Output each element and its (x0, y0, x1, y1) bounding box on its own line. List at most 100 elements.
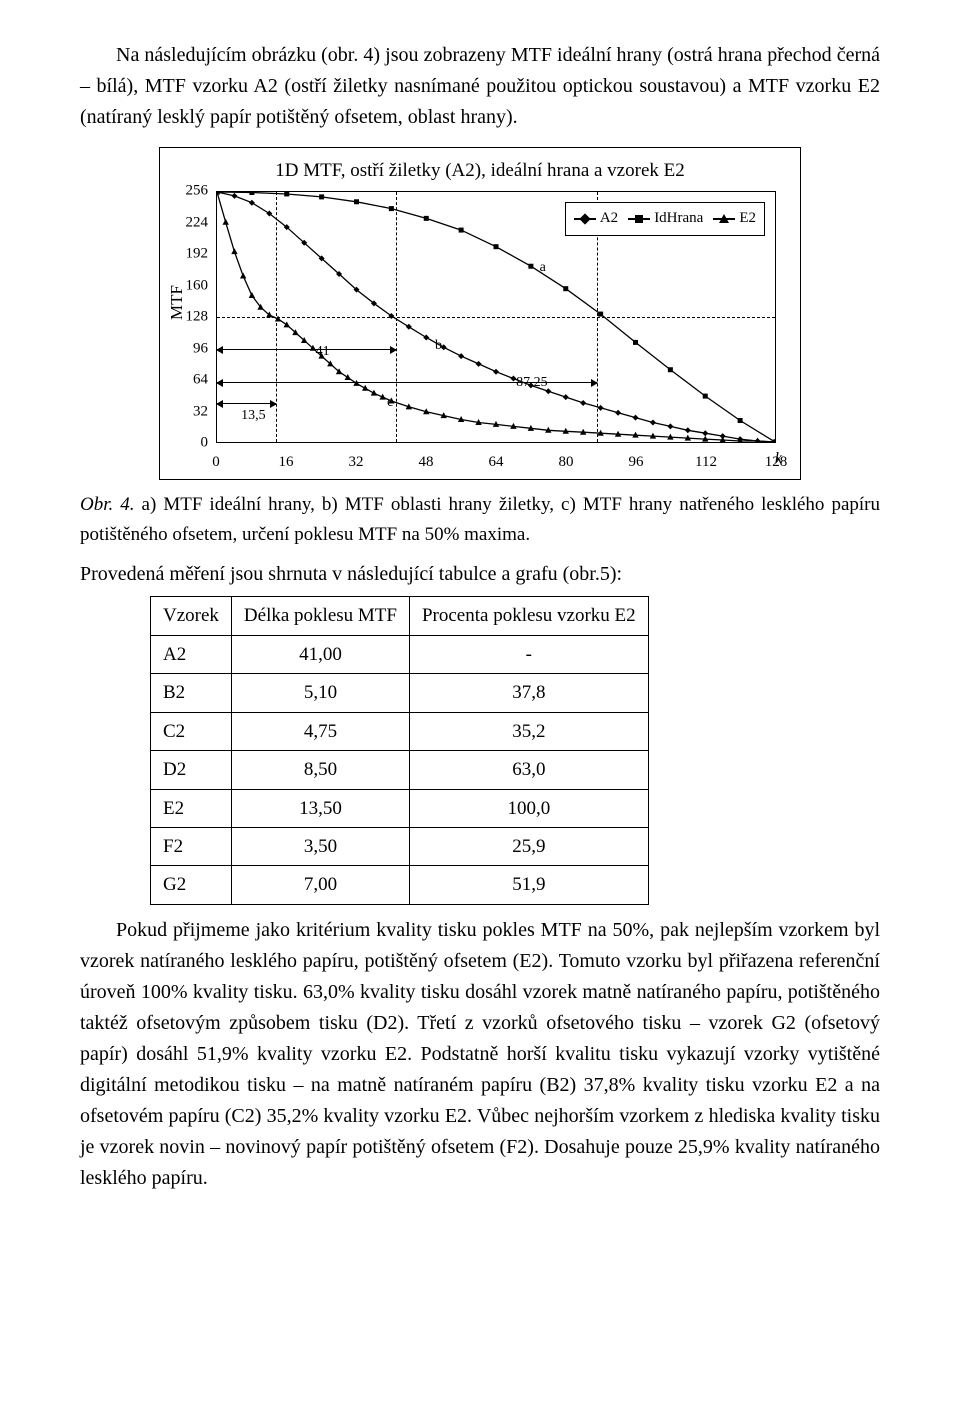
mtf-results-table: VzorekDélka poklesu MTFProcenta poklesu … (150, 596, 649, 905)
table-cell: 5,10 (231, 674, 409, 712)
table-header: Procenta poklesu vzorku E2 (409, 597, 648, 635)
figure-caption: Obr. 4. a) MTF ideální hrany, b) MTF obl… (80, 490, 880, 549)
table-cell: 100,0 (409, 789, 648, 827)
chart-annotation: 13,5 (241, 405, 266, 427)
series-marker (738, 418, 743, 423)
table-cell: - (409, 635, 648, 673)
series-marker (476, 361, 482, 367)
chart-legend: A2 IdHrana E2 (565, 202, 765, 235)
series-marker (459, 228, 464, 233)
x-tick: 80 (559, 451, 574, 474)
chart-y-axis: 0326496128160192224256 (182, 191, 212, 443)
series-marker (493, 369, 499, 375)
series-marker (345, 374, 351, 380)
y-tick: 160 (186, 274, 209, 297)
series-marker (633, 340, 638, 345)
series-marker (703, 394, 708, 399)
x-tick: 32 (349, 451, 364, 474)
series-marker (284, 322, 290, 328)
series-marker (528, 264, 533, 269)
chart-annotation: c (387, 392, 393, 414)
figure-caption-label: Obr. 4. (80, 494, 135, 515)
mtf-chart: 1D MTF, ostří žiletky (A2), ideální hran… (159, 147, 801, 480)
table-row: D28,5063,0 (151, 751, 649, 789)
legend-label-e2: E2 (739, 207, 756, 230)
table-cell: 41,00 (231, 635, 409, 673)
series-marker (319, 195, 324, 200)
guide-arrow (217, 403, 276, 404)
series-marker (231, 193, 237, 199)
intro-paragraph: Na následujícím obrázku (obr. 4) jsou zo… (80, 40, 880, 133)
series-marker (685, 428, 691, 434)
x-tick: 16 (279, 451, 294, 474)
table-header: Délka poklesu MTF (231, 597, 409, 635)
chart-annotation: 87,25 (516, 372, 548, 394)
series-marker (284, 192, 289, 196)
table-intro-paragraph: Provedená měření jsou shrnuta v následuj… (80, 559, 880, 590)
table-cell: D2 (151, 751, 232, 789)
table-cell: E2 (151, 789, 232, 827)
series-marker (598, 312, 603, 317)
legend-item-idhrana: IdHrana (628, 207, 703, 230)
table-row: E213,50100,0 (151, 789, 649, 827)
series-marker (580, 400, 586, 406)
table-cell: 51,9 (409, 866, 648, 904)
series-marker (424, 216, 429, 221)
y-tick: 96 (193, 337, 208, 360)
series-marker (494, 245, 499, 250)
series-marker (563, 395, 569, 401)
table-cell: 4,75 (231, 712, 409, 750)
series-marker (406, 324, 412, 330)
series-marker (223, 219, 229, 225)
y-tick: 256 (186, 180, 209, 203)
y-tick: 0 (201, 432, 209, 455)
table-cell: 13,50 (231, 789, 409, 827)
series-marker (563, 287, 568, 292)
series-marker (650, 420, 656, 426)
x-tick: 48 (419, 451, 434, 474)
table-cell: 37,8 (409, 674, 648, 712)
series-marker (668, 368, 673, 373)
series-marker (249, 292, 255, 298)
table-cell: G2 (151, 866, 232, 904)
chart-annotation: a (540, 257, 546, 279)
table-row: A241,00- (151, 635, 649, 673)
x-tick: 96 (629, 451, 644, 474)
chart-title: 1D MTF, ostří žiletky (A2), ideální hran… (160, 148, 800, 185)
y-tick: 64 (193, 369, 208, 392)
series-marker (354, 200, 359, 205)
table-cell: A2 (151, 635, 232, 673)
table-cell: 3,50 (231, 827, 409, 865)
table-cell: 7,00 (231, 866, 409, 904)
guide-vertical (396, 192, 397, 442)
figure-caption-text: a) MTF ideální hrany, b) MTF oblasti hra… (80, 494, 880, 544)
series-marker (702, 431, 708, 437)
y-tick: 224 (186, 211, 209, 234)
table-cell: 63,0 (409, 751, 648, 789)
chart-x-axis: 0163248648096112128 (216, 449, 776, 471)
series-marker (633, 415, 639, 421)
conclusion-paragraph: Pokud přijmeme jako kritérium kvality ti… (80, 915, 880, 1194)
table-cell: C2 (151, 712, 232, 750)
legend-item-e2: E2 (713, 207, 756, 230)
table-cell: 8,50 (231, 751, 409, 789)
series-marker (231, 249, 237, 255)
series-marker (667, 424, 673, 430)
chart-plot-area: 13,541bc87,25a A2 IdHrana E2 (216, 191, 776, 443)
series-marker (240, 273, 246, 279)
series-marker (389, 207, 394, 212)
chart-annotation: b (435, 335, 442, 357)
table-cell: 25,9 (409, 827, 648, 865)
y-tick: 192 (186, 243, 209, 266)
legend-item-a2: A2 (574, 207, 618, 230)
table-row: F23,5025,9 (151, 827, 649, 865)
table-cell: 35,2 (409, 712, 648, 750)
series-marker (249, 192, 254, 195)
legend-label-a2: A2 (600, 207, 618, 230)
chart-k-label: k (775, 447, 782, 472)
x-tick: 0 (212, 451, 220, 474)
table-cell: F2 (151, 827, 232, 865)
table-cell: B2 (151, 674, 232, 712)
x-tick: 112 (695, 451, 717, 474)
y-tick: 128 (186, 306, 209, 329)
